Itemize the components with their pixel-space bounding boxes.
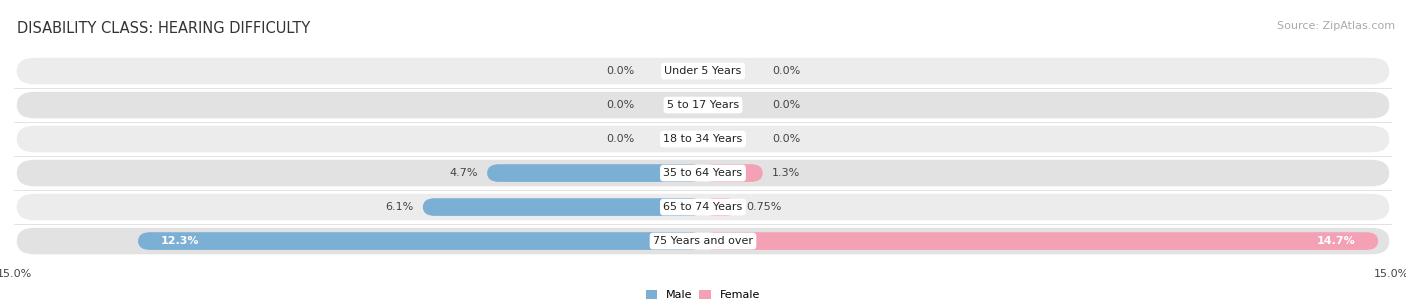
FancyBboxPatch shape: [423, 198, 703, 216]
Text: 14.7%: 14.7%: [1316, 236, 1355, 246]
FancyBboxPatch shape: [17, 58, 1389, 84]
Text: Under 5 Years: Under 5 Years: [665, 66, 741, 76]
Text: DISABILITY CLASS: HEARING DIFFICULTY: DISABILITY CLASS: HEARING DIFFICULTY: [17, 21, 311, 36]
FancyBboxPatch shape: [703, 232, 1378, 250]
Text: Source: ZipAtlas.com: Source: ZipAtlas.com: [1277, 21, 1395, 32]
Legend: Male, Female: Male, Female: [641, 286, 765, 305]
FancyBboxPatch shape: [17, 194, 1389, 220]
FancyBboxPatch shape: [17, 228, 1389, 254]
FancyBboxPatch shape: [17, 92, 1389, 118]
Text: 35 to 64 Years: 35 to 64 Years: [664, 168, 742, 178]
Text: 0.0%: 0.0%: [772, 134, 800, 144]
FancyBboxPatch shape: [486, 164, 703, 182]
FancyBboxPatch shape: [17, 126, 1389, 152]
Text: 6.1%: 6.1%: [385, 202, 413, 212]
Text: 0.75%: 0.75%: [747, 202, 782, 212]
Text: 5 to 17 Years: 5 to 17 Years: [666, 100, 740, 110]
FancyBboxPatch shape: [703, 164, 762, 182]
Text: 4.7%: 4.7%: [450, 168, 478, 178]
Text: 0.0%: 0.0%: [606, 66, 634, 76]
Text: 1.3%: 1.3%: [772, 168, 800, 178]
Text: 75 Years and over: 75 Years and over: [652, 236, 754, 246]
Text: 0.0%: 0.0%: [606, 134, 634, 144]
FancyBboxPatch shape: [703, 198, 738, 216]
FancyBboxPatch shape: [17, 160, 1389, 186]
Text: 65 to 74 Years: 65 to 74 Years: [664, 202, 742, 212]
Text: 0.0%: 0.0%: [606, 100, 634, 110]
Text: 0.0%: 0.0%: [772, 66, 800, 76]
Text: 12.3%: 12.3%: [162, 236, 200, 246]
FancyBboxPatch shape: [138, 232, 703, 250]
Text: 18 to 34 Years: 18 to 34 Years: [664, 134, 742, 144]
Text: 0.0%: 0.0%: [772, 100, 800, 110]
